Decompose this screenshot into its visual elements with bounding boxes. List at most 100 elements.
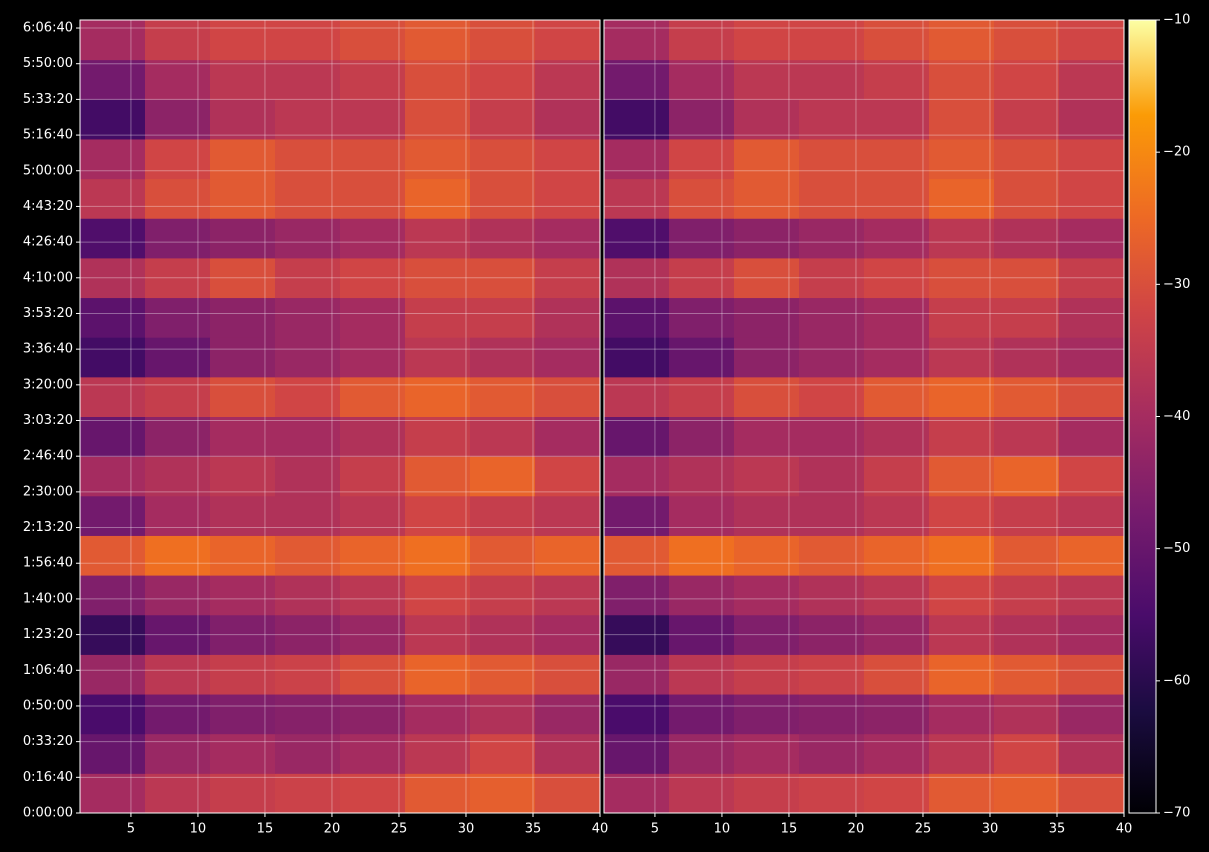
cell [994,138,1060,180]
cell [210,178,276,219]
cell [1059,376,1125,417]
cell [340,694,406,735]
cell [1059,456,1125,497]
cell [535,614,601,655]
cell [275,654,341,695]
cell [799,575,865,616]
cell [340,495,406,536]
cell [275,297,341,338]
x-tick-label: 10 [190,822,207,837]
cell [929,257,995,299]
cell [669,297,735,338]
cell [994,694,1060,735]
cell [145,337,211,378]
cell [145,218,211,259]
cell [669,456,735,497]
cell [799,257,865,299]
cell [275,495,341,536]
cell [734,456,800,497]
cell [80,138,146,180]
cell [145,535,211,576]
cell [604,535,670,576]
cell [470,297,536,338]
cell [929,376,995,417]
cell [734,773,800,814]
cell [535,773,601,814]
cell [669,178,735,219]
cell [405,337,471,378]
cell [669,614,735,655]
y-tick-label: 4:26:40 [23,235,73,250]
cell [80,218,146,259]
cell [210,575,276,616]
cell [864,257,930,299]
cell [340,535,406,576]
cell [604,654,670,695]
cell [80,733,146,774]
cell [799,654,865,695]
cell [80,99,146,140]
cell [864,416,930,457]
cell [929,297,995,338]
y-tick-label: 4:10:00 [23,270,73,285]
cell [604,456,670,497]
cell [145,575,211,616]
cell [405,733,471,774]
y-tick-label: 1:23:20 [23,627,73,642]
cell [669,495,735,536]
cell [734,575,800,616]
cell [929,614,995,655]
cell [340,614,406,655]
cell [405,138,471,180]
cell [145,456,211,497]
cell [80,59,146,100]
cell [1059,416,1125,457]
cell [405,416,471,457]
y-tick-label: 0:33:20 [23,734,73,749]
cell [340,20,406,61]
cell [275,694,341,735]
cell [210,654,276,695]
cell [929,218,995,259]
cell [275,614,341,655]
cell [275,773,341,814]
cell [405,297,471,338]
cell [604,416,670,457]
cell [864,59,930,100]
cell [145,99,211,140]
cell [864,297,930,338]
x-tick-label: 15 [257,822,274,837]
cell [535,218,601,259]
cell [734,376,800,417]
cell [929,654,995,695]
cell [405,694,471,735]
cell [80,337,146,378]
cell [1059,138,1125,180]
cell [604,337,670,378]
cell [604,297,670,338]
y-tick-label: 5:50:00 [23,56,73,71]
cell [275,20,341,61]
cell [734,99,800,140]
cell [535,99,601,140]
cell [929,20,995,61]
cell [340,178,406,219]
cell [1059,257,1125,299]
cell [405,59,471,100]
cell [80,535,146,576]
cell [275,376,341,417]
cell [799,614,865,655]
cell [799,138,865,180]
cell [210,337,276,378]
x-tick-label: 5 [127,822,135,837]
cell [669,59,735,100]
cell [734,297,800,338]
cell [210,218,276,259]
cell [535,654,601,695]
cell [864,99,930,140]
cell [994,773,1060,814]
cell [994,456,1060,497]
cell [734,694,800,735]
cell [470,59,536,100]
cell [734,733,800,774]
